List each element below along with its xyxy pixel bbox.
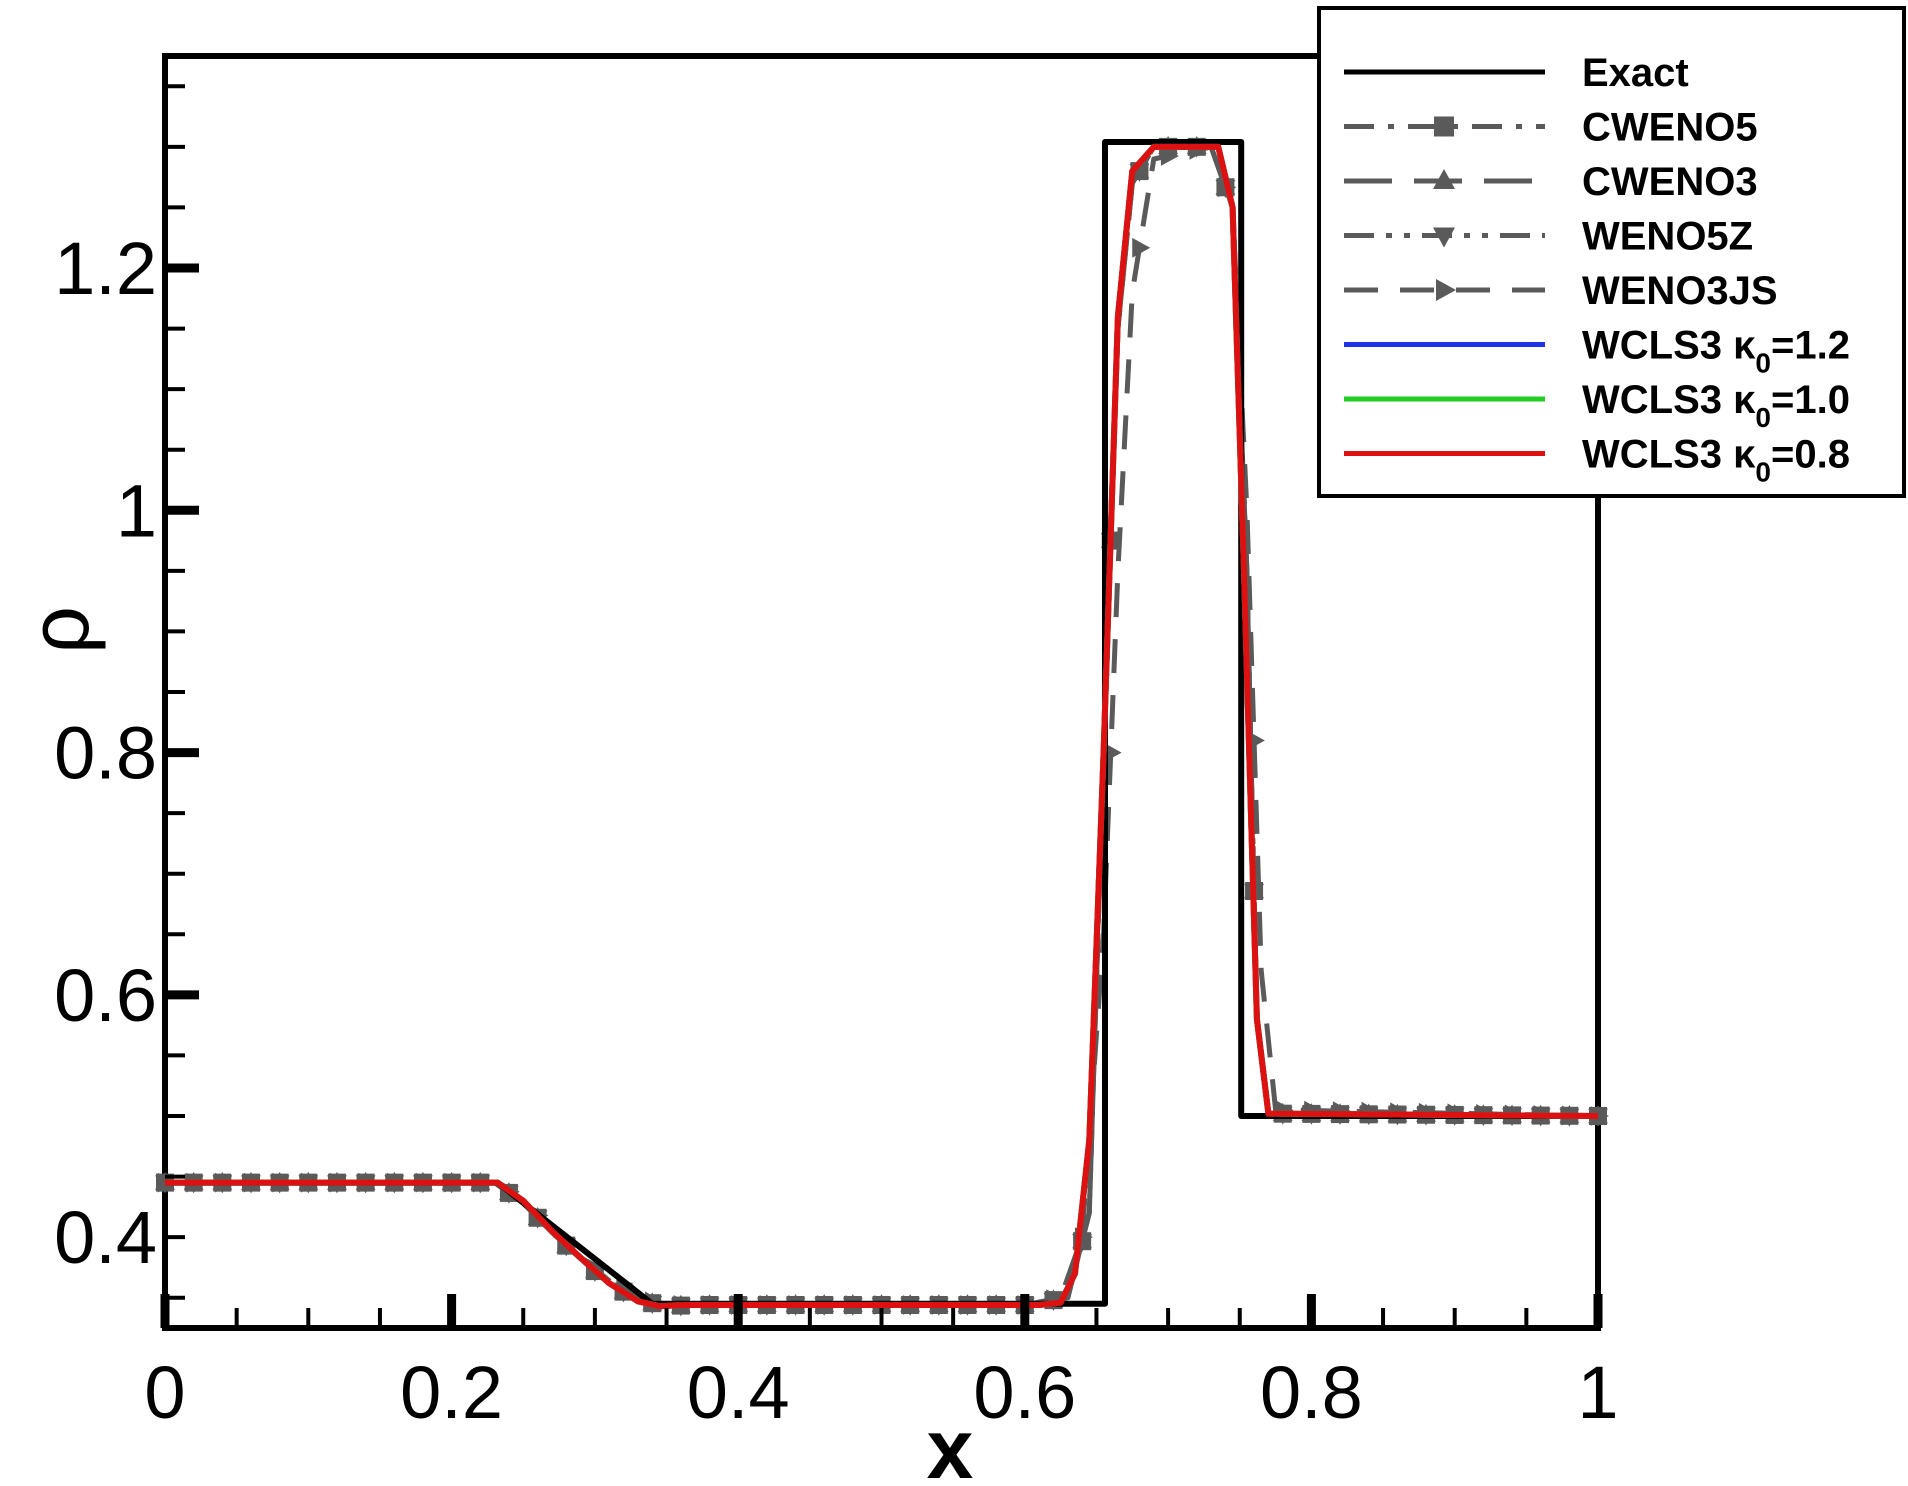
x-tick-label: 0.8: [1260, 1351, 1363, 1434]
ticks-layer: [160, 84, 1603, 1328]
legend-label-main: WCLS3 κ: [1582, 378, 1756, 422]
legend-label-subscript: 0: [1755, 457, 1771, 488]
legend-item: CWENO5: [1344, 106, 1758, 150]
series-marker-weno3js: [1160, 146, 1179, 166]
legend-label-subscript: 0: [1755, 348, 1771, 379]
legend-box: [1317, 6, 1906, 498]
legend-label: WENO5Z: [1582, 215, 1753, 259]
y-tick-label: 0.4: [54, 1196, 157, 1279]
series-line-wcls3-0-0-8: [165, 143, 1599, 1310]
y-axis-title: ρ: [12, 606, 106, 654]
legend-label-suffix: =1.2: [1771, 324, 1850, 368]
legend-label-main: CWENO3: [1582, 160, 1758, 204]
legend-item: CWENO3: [1344, 160, 1758, 204]
legend-label: CWENO5: [1582, 106, 1758, 150]
y-tick-label: 1: [116, 469, 157, 552]
legend-item: WCLS3 κ0=0.8: [1344, 433, 1850, 488]
series-marker-weno3js: [1590, 1106, 1609, 1126]
legend-label-main: CWENO5: [1582, 106, 1758, 150]
y-tick-label: 1.2: [54, 227, 157, 310]
legend-marker: [1433, 227, 1455, 248]
x-tick-label: 0.6: [973, 1351, 1076, 1434]
x-tick-label: 1: [1577, 1351, 1618, 1434]
legend-label-main: WCLS3 κ: [1582, 324, 1756, 368]
legend-label-main: WCLS3 κ: [1582, 433, 1756, 477]
legend-label-main: WENO5Z: [1582, 215, 1753, 259]
legend-item: WCLS3 κ0=1.2: [1344, 324, 1850, 379]
legend-marker: [1433, 169, 1455, 189]
series-marker-weno3js: [616, 1279, 635, 1300]
x-tick-label: 0: [144, 1351, 185, 1434]
legend-label-subscript: 0: [1755, 402, 1771, 433]
legend-label-suffix: =1.0: [1771, 378, 1850, 422]
legend-item: WCLS3 κ0=1.0: [1344, 378, 1850, 433]
legend-marker: [1436, 279, 1456, 301]
y-tick-label: 0.8: [54, 712, 157, 795]
x-tick-label: 0.4: [687, 1351, 790, 1434]
legend-item: Exact: [1344, 51, 1689, 95]
series-layer: [155, 136, 1609, 1317]
legend-label: CWENO3: [1582, 160, 1758, 204]
legend-item: WENO3JS: [1344, 269, 1778, 313]
legend-label: Exact: [1582, 51, 1689, 95]
tick-labels-layer: 0 0.2 0.4 0.6 0.8 1 0.4 0.6 0.8 1 1.2: [54, 227, 1618, 1434]
legend-label: WCLS3 κ0=1.0: [1582, 378, 1850, 433]
legend-label: WENO3JS: [1582, 269, 1778, 313]
legend-label: WCLS3 κ0=1.2: [1582, 324, 1850, 379]
series-marker-weno3js: [1103, 742, 1122, 763]
series-marker-weno3js: [1132, 237, 1151, 258]
x-tick-label: 0.2: [400, 1351, 503, 1434]
legend-marker: [1434, 116, 1454, 137]
legend-item: WENO5Z: [1344, 215, 1753, 259]
legend-label-main: WENO3JS: [1582, 269, 1778, 313]
legend-label: WCLS3 κ0=0.8: [1582, 433, 1850, 488]
x-axis-title: x: [927, 1402, 974, 1486]
legend-label-suffix: =0.8: [1771, 433, 1850, 477]
legend-label-main: Exact: [1582, 51, 1689, 95]
series-wcls3-0-0-8: [165, 143, 1599, 1310]
y-tick-label: 0.6: [54, 954, 157, 1037]
